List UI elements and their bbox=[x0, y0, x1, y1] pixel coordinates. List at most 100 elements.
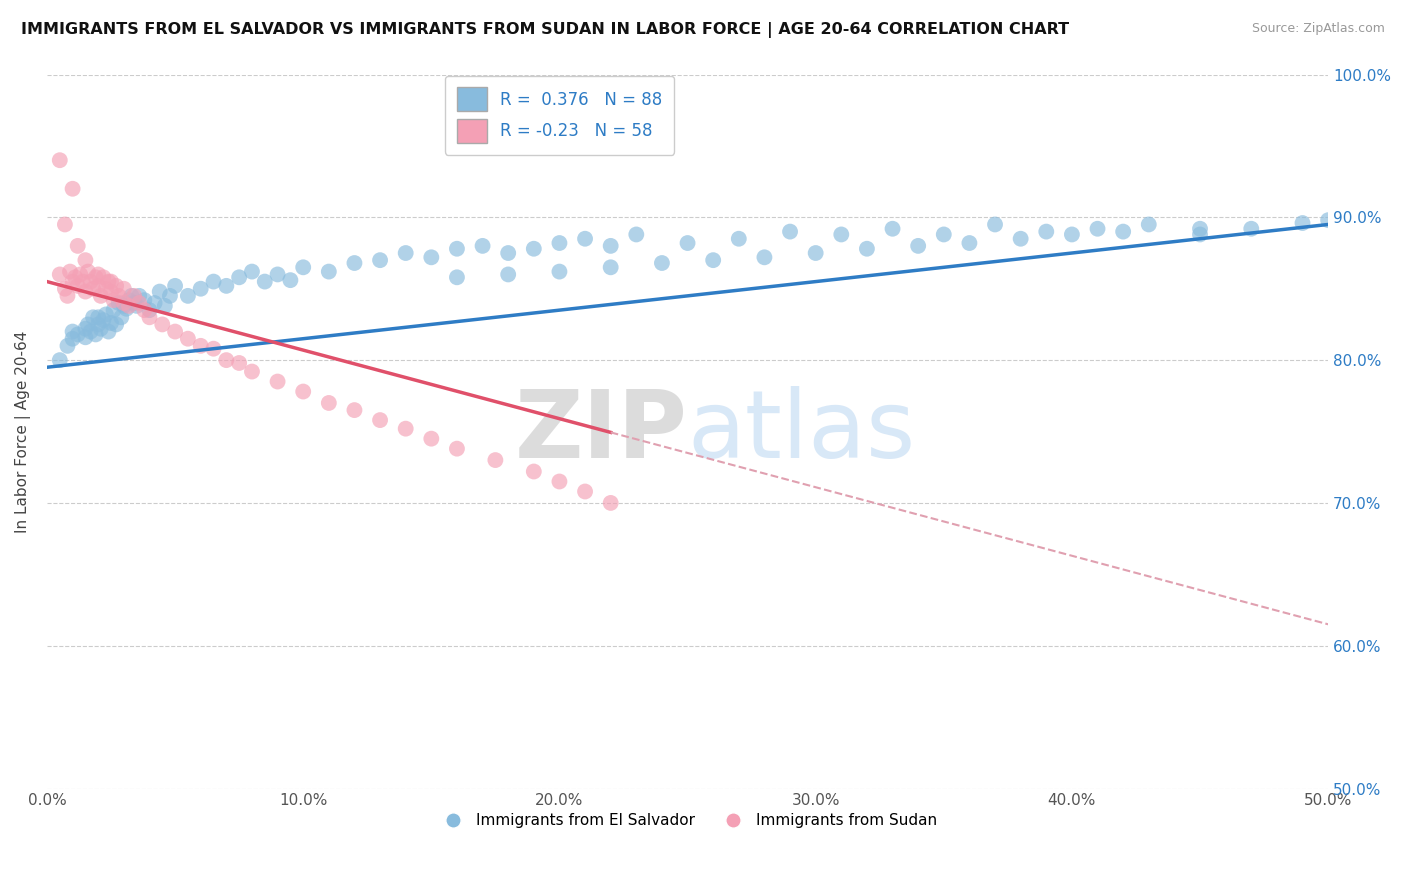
Point bbox=[118, 293, 141, 307]
Point bbox=[1035, 225, 1057, 239]
Point bbox=[87, 268, 110, 282]
Point bbox=[79, 275, 101, 289]
Point bbox=[138, 303, 160, 318]
Point bbox=[165, 278, 187, 293]
Point bbox=[84, 270, 107, 285]
Point bbox=[240, 365, 263, 379]
Point bbox=[1189, 221, 1212, 235]
Point bbox=[153, 299, 176, 313]
Point bbox=[907, 239, 929, 253]
Point bbox=[128, 289, 150, 303]
Point bbox=[128, 296, 150, 310]
Point bbox=[63, 270, 86, 285]
Point bbox=[77, 264, 100, 278]
Point bbox=[496, 246, 519, 260]
Point bbox=[121, 289, 143, 303]
Point bbox=[446, 442, 468, 456]
Point bbox=[75, 322, 97, 336]
Point bbox=[134, 293, 156, 307]
Point bbox=[228, 356, 250, 370]
Point bbox=[134, 303, 156, 318]
Point bbox=[984, 218, 1007, 232]
Point bbox=[110, 310, 132, 325]
Point bbox=[266, 268, 288, 282]
Point bbox=[100, 275, 122, 289]
Point bbox=[90, 289, 112, 303]
Point bbox=[420, 432, 443, 446]
Point bbox=[266, 375, 288, 389]
Point bbox=[215, 278, 238, 293]
Point bbox=[496, 268, 519, 282]
Point bbox=[177, 332, 200, 346]
Text: ZIP: ZIP bbox=[515, 385, 688, 477]
Point bbox=[779, 225, 801, 239]
Point bbox=[368, 253, 391, 268]
Point bbox=[177, 289, 200, 303]
Point bbox=[97, 275, 120, 289]
Point bbox=[1087, 221, 1109, 235]
Point bbox=[62, 275, 84, 289]
Point bbox=[215, 353, 238, 368]
Point bbox=[1060, 227, 1083, 242]
Point bbox=[159, 289, 181, 303]
Point bbox=[1137, 218, 1160, 232]
Point bbox=[446, 270, 468, 285]
Point bbox=[228, 270, 250, 285]
Point bbox=[87, 278, 110, 293]
Point bbox=[1317, 213, 1340, 227]
Point bbox=[82, 282, 104, 296]
Point bbox=[62, 332, 84, 346]
Point bbox=[82, 310, 104, 325]
Point bbox=[1189, 227, 1212, 242]
Point bbox=[62, 182, 84, 196]
Point bbox=[90, 322, 112, 336]
Legend: Immigrants from El Salvador, Immigrants from Sudan: Immigrants from El Salvador, Immigrants … bbox=[432, 807, 943, 834]
Point bbox=[318, 396, 340, 410]
Point bbox=[94, 282, 117, 296]
Point bbox=[343, 403, 366, 417]
Point bbox=[932, 227, 955, 242]
Point bbox=[69, 268, 91, 282]
Point bbox=[56, 289, 79, 303]
Point bbox=[66, 278, 89, 293]
Point bbox=[343, 256, 366, 270]
Point bbox=[1291, 216, 1313, 230]
Point bbox=[882, 221, 904, 235]
Point bbox=[53, 282, 76, 296]
Point bbox=[165, 325, 187, 339]
Point bbox=[59, 264, 82, 278]
Point bbox=[112, 296, 135, 310]
Point bbox=[103, 303, 125, 318]
Point bbox=[87, 318, 110, 332]
Point bbox=[118, 299, 141, 313]
Point bbox=[446, 242, 468, 256]
Point bbox=[62, 325, 84, 339]
Point bbox=[103, 293, 125, 307]
Point bbox=[484, 453, 506, 467]
Point bbox=[202, 342, 225, 356]
Point bbox=[66, 239, 89, 253]
Point bbox=[280, 273, 302, 287]
Point bbox=[77, 318, 100, 332]
Point bbox=[548, 475, 571, 489]
Point bbox=[105, 318, 128, 332]
Point bbox=[574, 232, 596, 246]
Point bbox=[107, 289, 129, 303]
Point bbox=[49, 268, 72, 282]
Point bbox=[190, 282, 212, 296]
Text: IMMIGRANTS FROM EL SALVADOR VS IMMIGRANTS FROM SUDAN IN LABOR FORCE | AGE 20-64 : IMMIGRANTS FROM EL SALVADOR VS IMMIGRANT… bbox=[21, 22, 1069, 38]
Point bbox=[395, 422, 418, 436]
Point bbox=[75, 330, 97, 344]
Point bbox=[49, 353, 72, 368]
Point bbox=[318, 264, 340, 278]
Point bbox=[143, 296, 166, 310]
Point bbox=[100, 316, 122, 330]
Point bbox=[599, 496, 621, 510]
Point bbox=[548, 235, 571, 250]
Point bbox=[856, 242, 879, 256]
Point bbox=[292, 260, 315, 275]
Point bbox=[957, 235, 980, 250]
Point bbox=[292, 384, 315, 399]
Point bbox=[53, 218, 76, 232]
Point bbox=[49, 153, 72, 168]
